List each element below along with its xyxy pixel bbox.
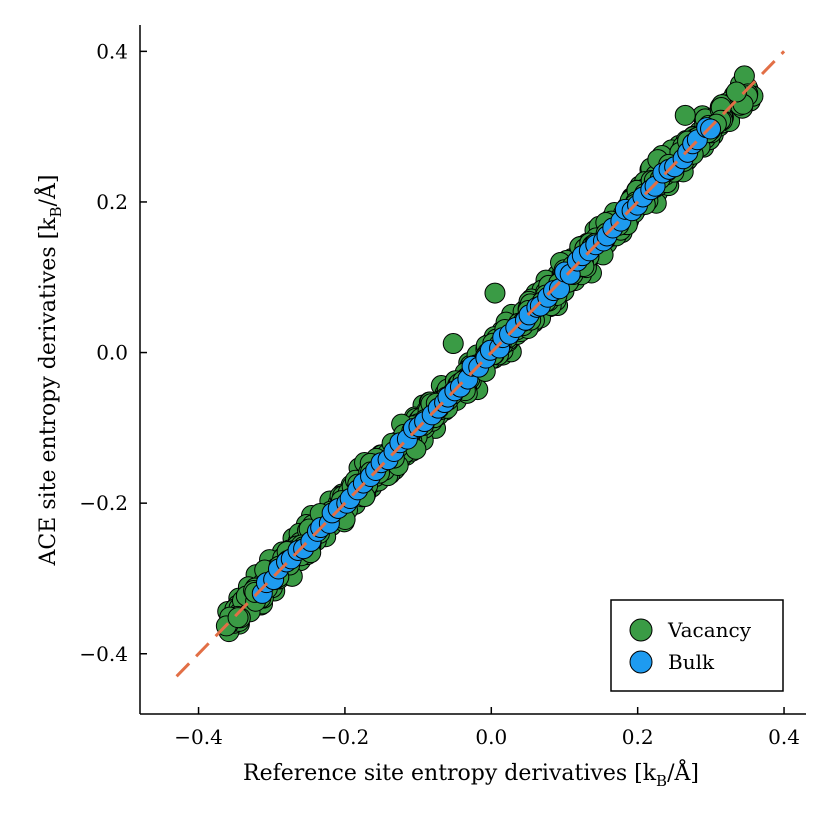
x-tick-label: 0.2	[622, 725, 654, 749]
x-axis-title-prefix: Reference site entropy derivatives [k	[243, 761, 657, 786]
legend-label-vacancy: Vacancy	[667, 618, 752, 642]
x-tick-label: 0.0	[475, 725, 507, 749]
data-point	[484, 282, 506, 304]
legend-label-bulk: Bulk	[668, 650, 715, 674]
data-point	[227, 607, 249, 629]
y-tick-label: −0.4	[79, 642, 128, 666]
y-tick-label: 0.4	[96, 39, 128, 63]
x-axis-title-suffix: /Å]	[667, 758, 699, 786]
legend: Vacancy Bulk	[610, 599, 784, 692]
reference-line-layer	[175, 50, 786, 678]
legend-box	[610, 599, 784, 692]
x-tick-label: 0.4	[768, 725, 800, 749]
reference-line	[175, 50, 786, 678]
y-tick-label: 0.0	[96, 341, 128, 365]
y-axis-title-prefix: ACE site entropy derivatives [k	[36, 217, 61, 567]
y-axis-title-subscript: B	[47, 206, 65, 217]
x-tick-label: −0.4	[174, 725, 223, 749]
y-ticks: −0.4 −0.2 0.0 0.2 0.4	[79, 39, 147, 666]
data-point	[442, 333, 464, 355]
y-axis-title-suffix: /Å]	[33, 175, 61, 207]
legend-marker-bulk	[629, 650, 653, 674]
y-tick-label: 0.2	[96, 190, 128, 214]
data-points	[215, 65, 764, 643]
y-axis-title: ACE site entropy derivatives [kB/Å]	[33, 175, 65, 567]
x-tick-label: −0.2	[321, 725, 370, 749]
y-tick-label: −0.2	[79, 491, 128, 515]
x-axis-title-subscript: B	[656, 772, 667, 790]
data-point	[674, 104, 696, 126]
legend-marker-vacancy	[629, 618, 653, 642]
x-axis-title: Reference site entropy derivatives [kB/Å…	[243, 758, 699, 790]
x-ticks: −0.4 −0.2 0.0 0.2 0.4	[174, 707, 800, 749]
